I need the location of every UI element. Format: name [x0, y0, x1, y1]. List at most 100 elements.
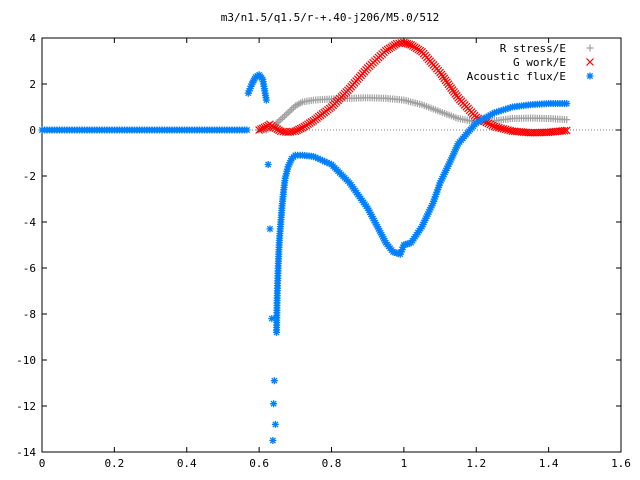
x-tick-label: 1.2	[466, 457, 486, 470]
data-point	[309, 152, 317, 160]
data-point	[435, 181, 443, 189]
data-point	[375, 225, 383, 233]
data-point	[450, 150, 458, 158]
data-point	[433, 188, 441, 196]
data-point	[490, 109, 498, 117]
data-point	[373, 223, 381, 231]
data-point	[444, 162, 452, 170]
data-point	[312, 153, 320, 161]
data-point	[262, 96, 270, 104]
data-point	[499, 124, 508, 133]
data-point	[440, 171, 448, 179]
data-point	[376, 227, 384, 235]
data-point	[270, 377, 278, 385]
data-point	[434, 184, 442, 191]
data-point	[441, 168, 449, 176]
x-tick-label: 1.6	[611, 457, 631, 470]
data-point	[365, 206, 373, 214]
data-point	[499, 106, 507, 114]
data-point	[271, 420, 279, 428]
data-point	[246, 85, 254, 93]
data-point	[432, 190, 440, 198]
data-point	[288, 105, 296, 113]
y-tick-label: -14	[16, 446, 36, 459]
data-point	[266, 225, 274, 233]
legend-label: G work/E	[513, 56, 566, 69]
data-point	[486, 120, 495, 129]
data-point	[280, 112, 288, 120]
data-point	[422, 214, 430, 222]
data-point	[503, 126, 512, 134]
data-point	[396, 250, 404, 258]
data-point	[264, 161, 272, 168]
chart-title: m3/n1.5/q1.5/r-+.40-j206/M5.0/512	[221, 11, 440, 24]
data-point	[377, 229, 385, 237]
legend-marker	[586, 44, 594, 52]
x-tick-label: 1.4	[539, 457, 559, 470]
data-point	[493, 108, 501, 116]
data-point	[492, 123, 501, 132]
data-point	[364, 204, 372, 212]
data-point	[502, 105, 510, 113]
data-point	[243, 126, 251, 134]
legend-marker	[586, 72, 594, 80]
legend-label: Acoustic flux/E	[467, 70, 566, 83]
data-point	[366, 208, 374, 216]
data-point	[428, 202, 436, 210]
x-tick-label: 1	[401, 457, 408, 470]
data-point	[368, 212, 376, 220]
data-point	[452, 144, 460, 152]
data-point	[398, 246, 406, 254]
data-point	[563, 100, 571, 108]
data-point	[369, 215, 377, 223]
y-tick-label: -6	[23, 262, 36, 275]
x-tick-label: 0.2	[104, 457, 124, 470]
data-point	[370, 217, 378, 225]
data-point	[445, 160, 453, 168]
data-point	[286, 107, 294, 115]
data-point	[438, 175, 446, 183]
legend-marker	[586, 58, 594, 66]
data-point	[269, 437, 277, 444]
data-point	[443, 164, 451, 172]
data-point	[325, 159, 333, 167]
y-tick-label: 0	[29, 124, 36, 137]
data-point	[504, 104, 512, 112]
data-point	[277, 115, 285, 123]
data-point	[448, 154, 456, 162]
data-point	[437, 177, 445, 185]
data-point	[285, 161, 293, 169]
data-point	[372, 221, 380, 229]
data-point	[296, 124, 305, 133]
data-point	[421, 216, 429, 224]
data-point	[287, 157, 295, 165]
data-point	[279, 114, 287, 122]
axis-ticks: 0 0.2 0.4 0.6 0.8 1 1.2 1.4 1.6 4 2 0 -2 -4 -6 -8 -10 -12…	[16, 32, 631, 470]
data-point	[282, 110, 290, 118]
data-point	[449, 152, 457, 160]
y-tick-label: -10	[16, 354, 36, 367]
x-tick-label: 0.4	[177, 457, 197, 470]
data-point	[397, 248, 405, 256]
data-point	[316, 155, 324, 163]
data-point	[247, 82, 255, 90]
data-point	[284, 109, 292, 117]
data-point	[321, 157, 329, 165]
x-tick-label: 0	[39, 457, 46, 470]
data-point	[442, 166, 450, 174]
data-point	[418, 223, 426, 231]
data-point	[426, 206, 434, 214]
x-tick-label: 0.6	[249, 457, 269, 470]
data-point	[430, 195, 438, 203]
data-point	[488, 121, 497, 130]
legend-label: R stress/E	[500, 42, 566, 55]
data-point	[560, 126, 569, 135]
data-point	[399, 243, 407, 251]
data-point	[424, 210, 432, 218]
data-point	[563, 116, 571, 124]
data-point	[453, 142, 461, 150]
data-point	[420, 218, 428, 226]
data-point	[439, 173, 447, 181]
